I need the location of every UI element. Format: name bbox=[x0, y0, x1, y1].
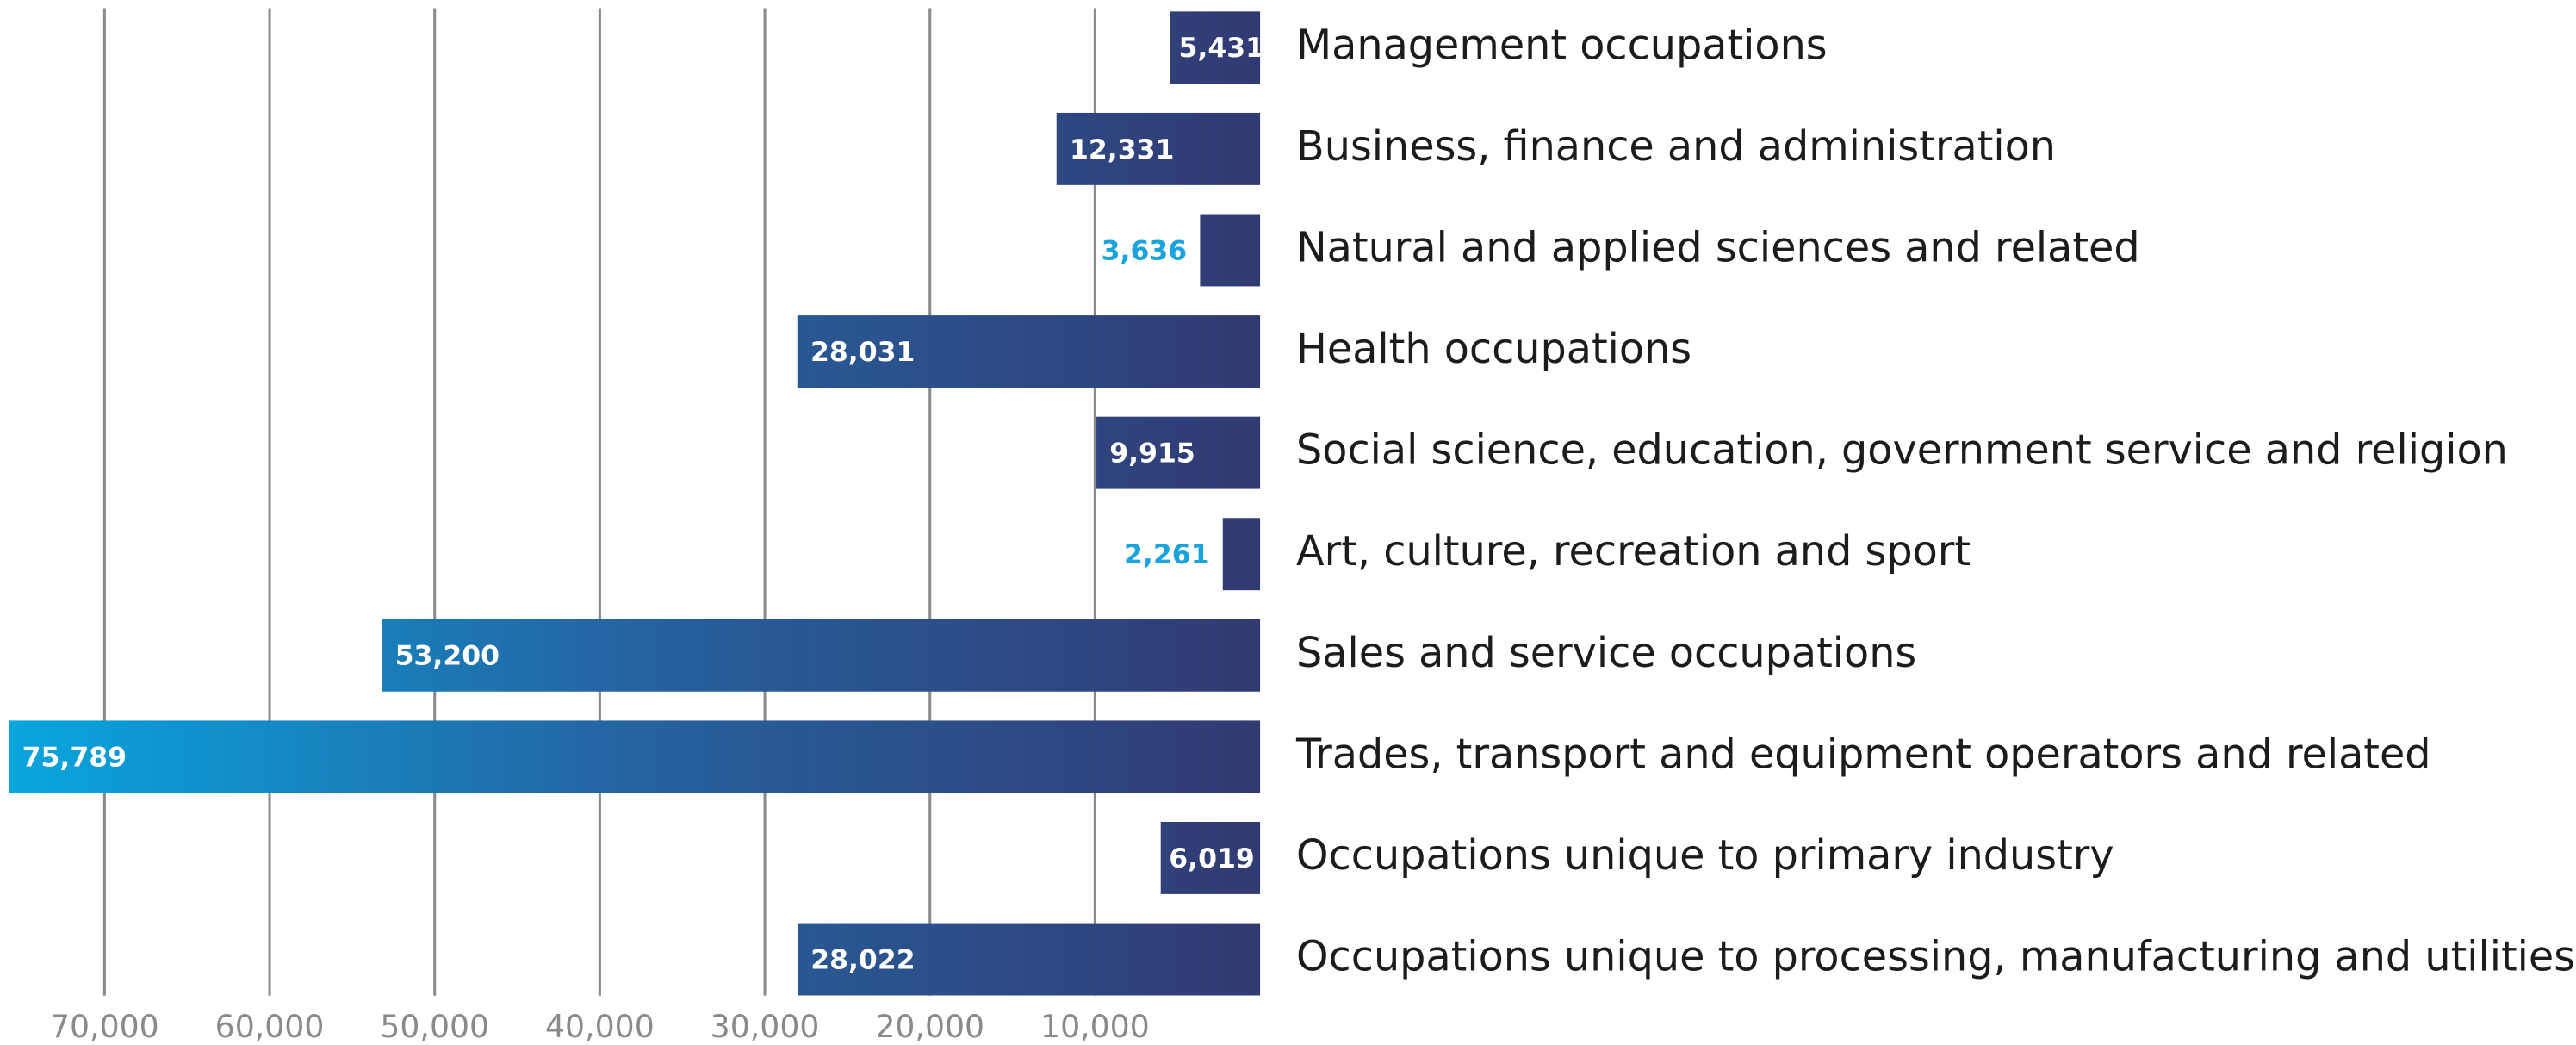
value-label: 28,022 bbox=[810, 944, 915, 975]
category-label: Occupations unique to processing, manufa… bbox=[1296, 934, 2575, 981]
x-tick-label: 20,000 bbox=[875, 1008, 984, 1045]
category-label: Business, finance and administration bbox=[1296, 123, 2056, 171]
x-tick-label: 10,000 bbox=[1040, 1008, 1150, 1045]
bar bbox=[1056, 112, 1261, 185]
bar bbox=[1096, 416, 1261, 489]
value-label: 53,200 bbox=[395, 641, 500, 672]
x-tick-label: 50,000 bbox=[380, 1008, 489, 1045]
bar bbox=[382, 619, 1261, 692]
bar bbox=[1222, 518, 1261, 591]
value-label: 12,331 bbox=[1070, 134, 1174, 165]
category-label: Art, culture, recreation and sport bbox=[1296, 528, 1971, 575]
bar bbox=[1200, 214, 1261, 287]
value-label: 6,019 bbox=[1169, 843, 1254, 874]
value-label: 28,031 bbox=[810, 337, 915, 368]
value-label: 75,789 bbox=[22, 742, 127, 773]
value-label: 3,636 bbox=[1102, 235, 1187, 266]
x-tick-label: 40,000 bbox=[545, 1008, 655, 1045]
bar bbox=[9, 720, 1261, 793]
category-label: Trades, transport and equipment operator… bbox=[1295, 731, 2431, 778]
category-label: Health occupations bbox=[1296, 326, 1691, 373]
x-tick-label: 60,000 bbox=[215, 1008, 325, 1045]
x-tick-label: 70,000 bbox=[50, 1008, 159, 1045]
category-label: Occupations unique to primary industry bbox=[1296, 832, 2114, 880]
category-label: Natural and applied sciences and related bbox=[1296, 224, 2140, 271]
value-label: 9,915 bbox=[1109, 439, 1195, 470]
x-tick-label: 30,000 bbox=[711, 1008, 820, 1045]
category-label: Social science, education, government se… bbox=[1296, 427, 2508, 475]
bar bbox=[797, 315, 1261, 389]
value-label: 5,431 bbox=[1179, 33, 1264, 64]
value-label: 2,261 bbox=[1124, 539, 1210, 570]
category-label: Management occupations bbox=[1296, 22, 1828, 69]
category-label: Sales and service occupations bbox=[1296, 630, 1916, 677]
bar bbox=[1170, 11, 1261, 84]
bar bbox=[1160, 821, 1261, 894]
bar bbox=[797, 923, 1261, 996]
